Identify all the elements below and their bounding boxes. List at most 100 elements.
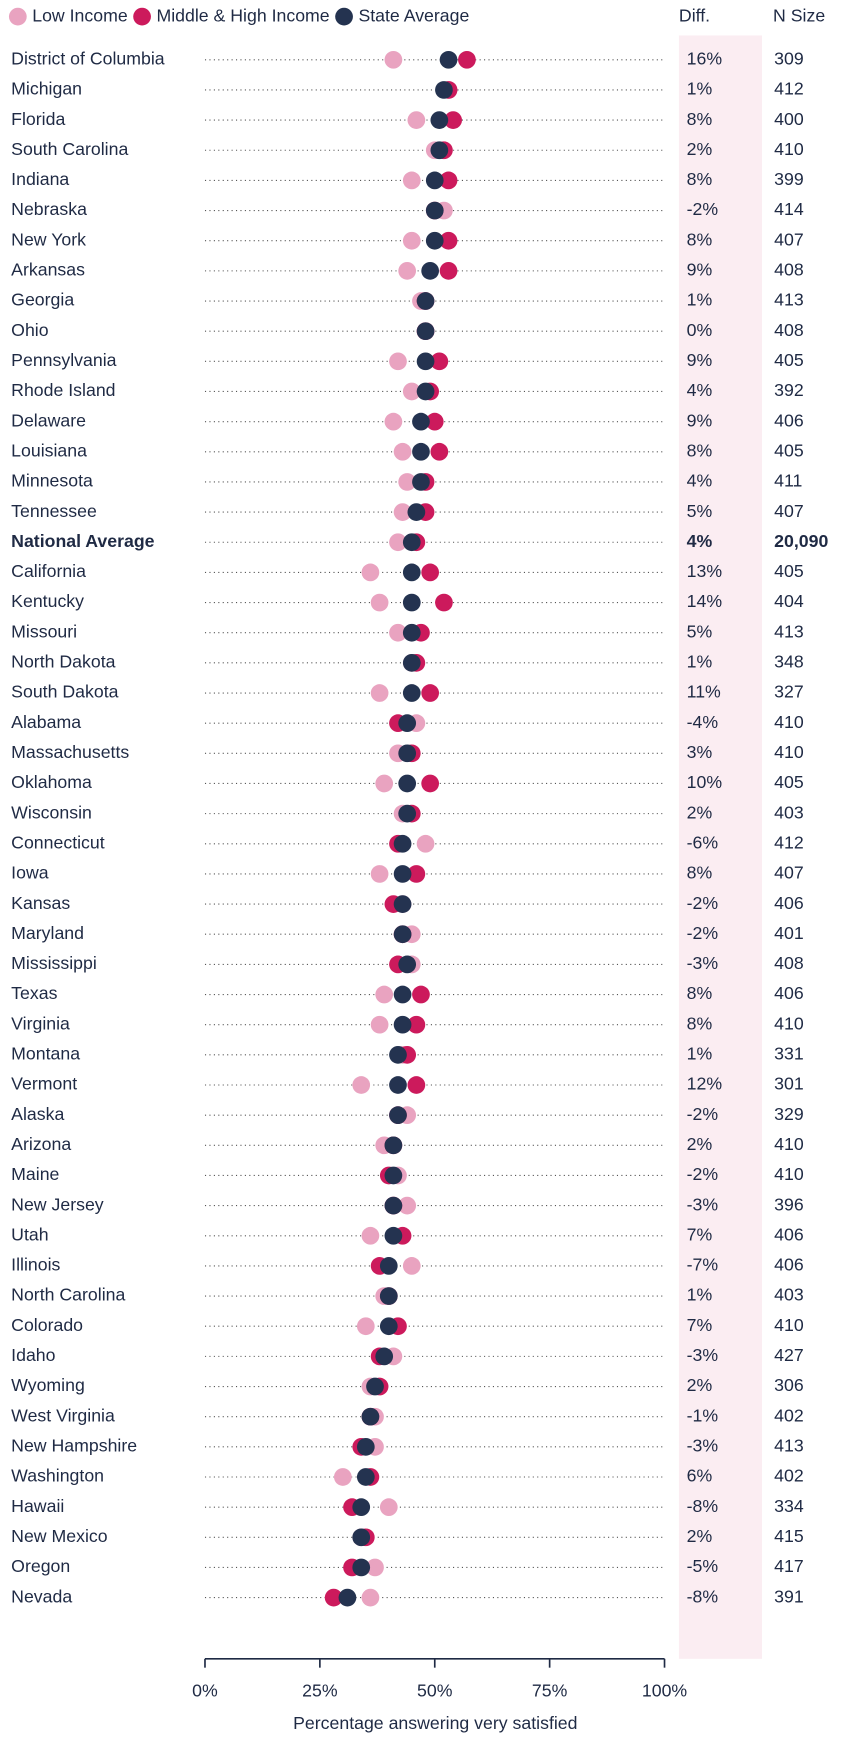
dot: [370, 1015, 389, 1034]
dot: [398, 804, 417, 823]
dot: [393, 925, 412, 944]
row-label: South Dakota: [11, 682, 118, 702]
n-value: 402: [774, 1466, 804, 1486]
dot: [384, 412, 403, 431]
dot: [384, 1166, 403, 1185]
dot: [402, 171, 421, 190]
diff-value: 10%: [687, 772, 723, 792]
dot: [439, 262, 458, 280]
legend-label: State Average: [358, 5, 469, 25]
n-value: 405: [774, 350, 804, 370]
n-value: 410: [774, 1164, 804, 1184]
dot: [356, 1468, 375, 1486]
diff-value: 11%: [687, 682, 721, 702]
dot: [398, 744, 417, 763]
x-tick-label: 0%: [192, 1681, 218, 1701]
dot: [407, 1076, 426, 1094]
dot: [370, 865, 389, 883]
row-label: Nebraska: [11, 199, 87, 219]
diff-value: 8%: [687, 983, 713, 1003]
diff-value: 7%: [687, 1224, 713, 1244]
n-value: 402: [774, 1405, 804, 1425]
row-label: Michigan: [11, 79, 82, 99]
row-label: Texas: [11, 983, 57, 1003]
n-value: 406: [774, 893, 804, 913]
n-value: 407: [774, 501, 804, 521]
dot: [384, 50, 403, 69]
legend-swatch: [335, 7, 353, 26]
n-value: 407: [774, 863, 804, 883]
n-value: 417: [774, 1556, 804, 1576]
row-label: Colorado: [11, 1315, 83, 1335]
row-label: Wisconsin: [11, 802, 92, 822]
diff-value: -3%: [687, 1194, 719, 1214]
diff-value: 14%: [687, 591, 723, 611]
row-label: California: [11, 561, 86, 581]
row-label: Virginia: [11, 1013, 70, 1033]
dot: [435, 81, 453, 99]
dot: [393, 442, 412, 461]
row-label: Delaware: [11, 410, 86, 430]
diff-value: -3%: [687, 1436, 719, 1456]
diff-value: -3%: [687, 1345, 719, 1365]
row-label: Washington: [11, 1466, 104, 1486]
dot: [412, 412, 430, 431]
diff-value: 2%: [687, 1134, 713, 1154]
diff-value: -3%: [687, 953, 719, 973]
dot: [375, 1347, 394, 1366]
row-label: West Virginia: [11, 1405, 115, 1425]
row-label: Iowa: [11, 863, 49, 883]
row-label: District of Columbia: [11, 48, 165, 68]
dot: [389, 1076, 407, 1094]
row-label: Maine: [11, 1164, 59, 1184]
diff-value: 2%: [687, 1526, 713, 1546]
n-value: 399: [774, 169, 804, 189]
dot: [324, 1588, 343, 1607]
n-value: 306: [774, 1375, 804, 1395]
dot: [416, 322, 435, 341]
diff-value: 1%: [687, 1285, 713, 1305]
n-value: 412: [774, 832, 804, 852]
row-label: Florida: [11, 109, 65, 129]
row-label: North Dakota: [11, 652, 115, 672]
x-tick-label: 75%: [532, 1681, 568, 1701]
dot: [379, 1498, 398, 1517]
dot: [402, 231, 421, 250]
diff-value: 4%: [687, 471, 713, 491]
dot: [393, 895, 412, 913]
n-value: 348: [774, 652, 804, 672]
diff-value: -8%: [687, 1586, 719, 1606]
dot: [430, 111, 449, 129]
n-value: 407: [774, 229, 804, 249]
dot: [379, 1287, 398, 1305]
dot: [393, 1015, 412, 1034]
diff-value: 2%: [687, 139, 713, 159]
row-label: Indiana: [11, 169, 69, 189]
diff-value: 1%: [687, 1044, 713, 1064]
diff-value: -5%: [687, 1556, 719, 1576]
dot: [398, 714, 417, 733]
dot: [389, 352, 407, 371]
n-value: 334: [774, 1496, 804, 1516]
row-label: Oregon: [11, 1556, 70, 1576]
diff-value: -6%: [687, 832, 719, 852]
n-value: 405: [774, 772, 804, 792]
dot: [389, 1106, 407, 1125]
row-label: New Jersey: [11, 1194, 104, 1214]
diff-value: 8%: [687, 863, 713, 883]
dot: [352, 1528, 371, 1547]
dot: [412, 473, 430, 491]
row-label: Kentucky: [11, 591, 84, 611]
dot: [393, 985, 412, 1004]
row-label: National Average: [11, 531, 154, 551]
dot: [407, 865, 426, 883]
diff-value: -4%: [687, 712, 719, 732]
diff-value: 1%: [687, 290, 713, 310]
diff-value: -7%: [687, 1255, 719, 1275]
n-value: 410: [774, 712, 804, 732]
n-value: 403: [774, 802, 804, 822]
row-label: Connecticut: [11, 832, 105, 852]
n-value: 20,090: [774, 531, 828, 551]
dot: [398, 473, 417, 491]
